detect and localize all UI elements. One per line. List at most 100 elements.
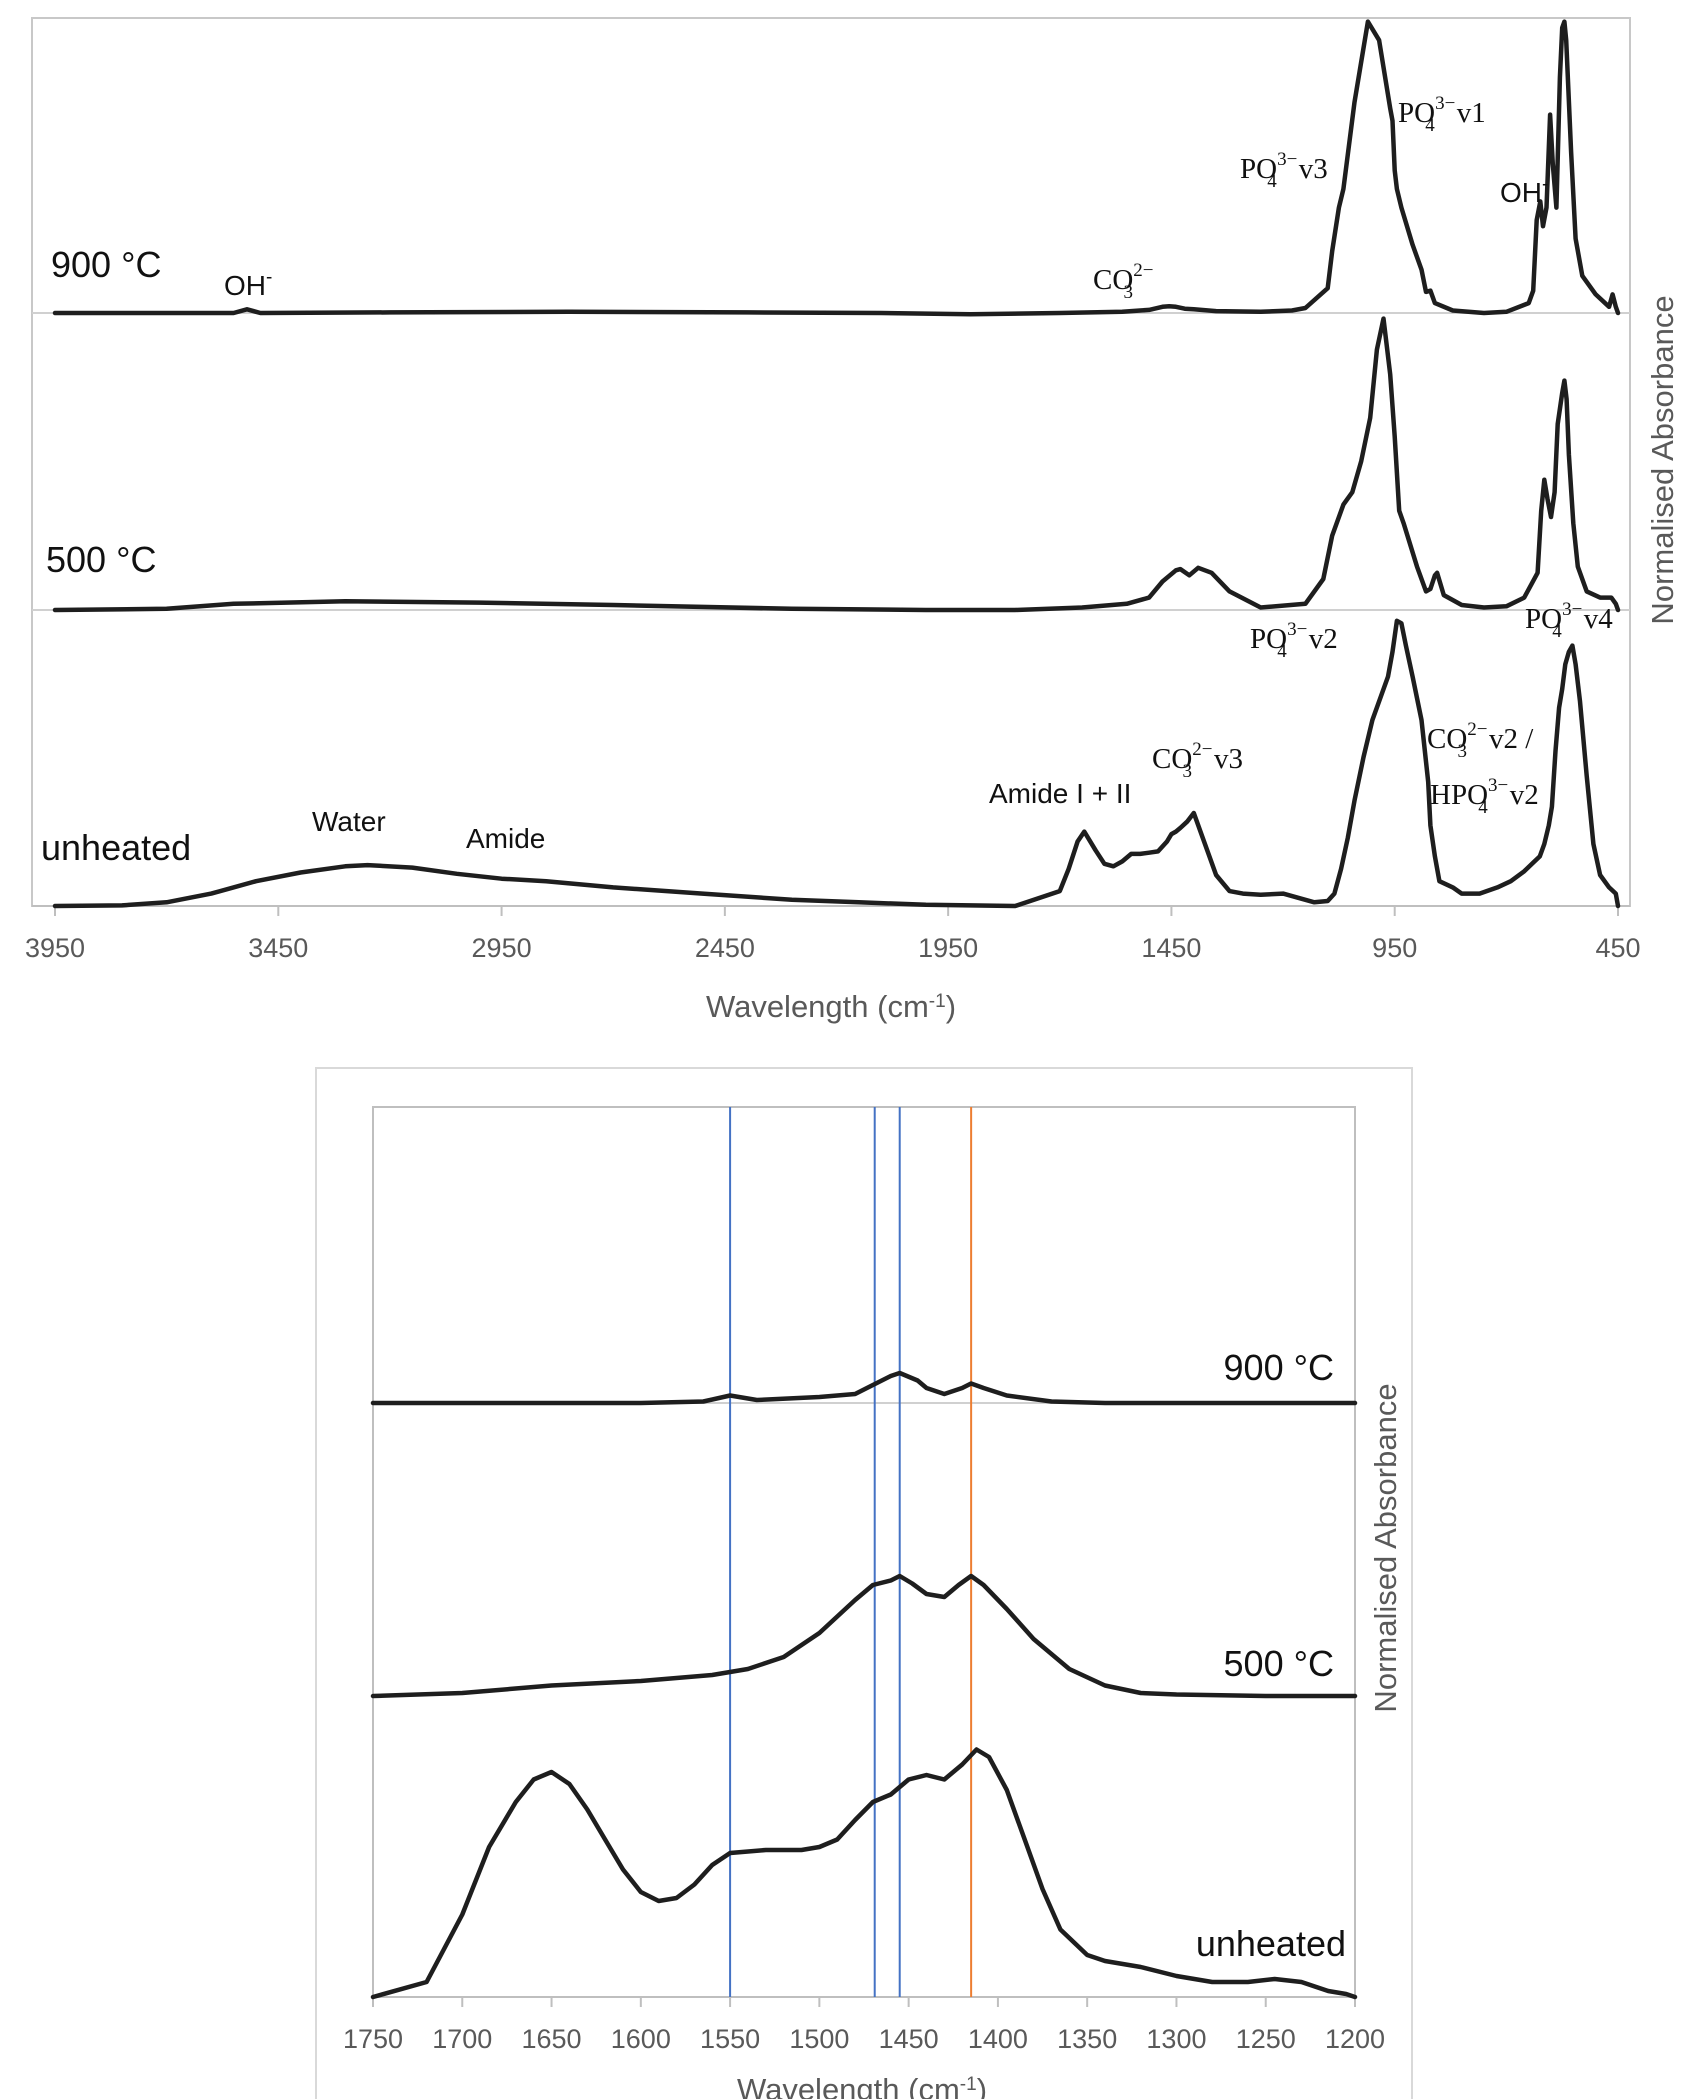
ann-po4-v4-base: PO xyxy=(1525,603,1562,635)
top-x-axis-title-close: ) xyxy=(946,989,956,1024)
ann-po4-v4-sub: 4 xyxy=(1552,621,1562,642)
bottom-chart: 1750 1700 1650 1600 1550 1500 1450 1400 1350 1300… xyxy=(315,1067,1413,2099)
ann-oh-top-left-base: OH xyxy=(224,270,266,301)
bottom-reference-lines xyxy=(729,1107,973,1997)
top-y-axis-title: Normalised Absorbance xyxy=(1645,295,1680,624)
top-trace-900-c xyxy=(52,19,1621,317)
bottom-x-tick-label-1600: 1600 xyxy=(611,2024,671,2054)
bottom-x-tick-label-1700: 1700 xyxy=(432,2024,492,2054)
ann-water: Water xyxy=(312,806,386,837)
bottom-x-tick-label-1200: 1200 xyxy=(1325,2024,1385,2054)
ann-oh-top-left: OH- xyxy=(224,267,272,301)
bottom-x-tick-label-1550: 1550 xyxy=(700,2024,760,2054)
ann-po4-v3-suffix: v3 xyxy=(1299,153,1328,185)
bottom-x-axis-title-main: Wavelength (cm xyxy=(737,2072,960,2099)
bottom-x-tick-label-1650: 1650 xyxy=(522,2024,582,2054)
top-x-ticks xyxy=(54,906,1619,916)
ann-po4-v4: PO3− 4 v4 xyxy=(1525,599,1613,642)
ann-po4-v1-base: PO xyxy=(1398,97,1435,129)
ann-co3-v3-sup: 2− xyxy=(1192,739,1212,760)
ann-hpo4-v2-base: HPO xyxy=(1430,779,1488,811)
bottom-trace-900-c xyxy=(370,1370,1358,1406)
ann-po4-v1: PO3− 4 v1 xyxy=(1398,93,1486,136)
top-x-tick-labels: 3950 3450 2950 2450 1950 1450 950 450 xyxy=(25,933,1641,963)
ann-co3-900-sup: 2− xyxy=(1133,260,1153,281)
bottom-x-tick-label-1400: 1400 xyxy=(968,2024,1028,2054)
ann-po4-v2-suffix: v2 xyxy=(1309,623,1338,655)
ann-hpo4-v2-suffix: v2 xyxy=(1510,779,1539,811)
bottom-series-label-500: 500 °C xyxy=(1224,1643,1334,1684)
bottom-x-axis-title-sup: -1 xyxy=(960,2074,977,2095)
bottom-y-axis-title: Normalised Absorbance xyxy=(1368,1383,1403,1712)
ann-co3-v2-base: CO xyxy=(1427,723,1467,755)
top-traces xyxy=(52,19,1621,909)
bottom-x-tick-label-1500: 1500 xyxy=(789,2024,849,2054)
ann-co3-v3-suffix: v3 xyxy=(1214,743,1243,775)
bottom-x-tick-label-1250: 1250 xyxy=(1236,2024,1296,2054)
top-series-label-unheated: unheated xyxy=(41,827,191,868)
ann-hpo4-v2-sub: 4 xyxy=(1478,797,1488,818)
top-x-tick-label-1450: 1450 xyxy=(1141,933,1201,963)
ann-oh-top-left-sup: - xyxy=(266,267,272,288)
top-x-tick-label-1950: 1950 xyxy=(918,933,978,963)
ann-hpo4-v2: HPO3− 4 v2 xyxy=(1430,775,1539,818)
ann-co3-v2-sup: 2− xyxy=(1467,719,1487,740)
top-x-tick-label-2450: 2450 xyxy=(695,933,755,963)
bottom-series-label-unheated: unheated xyxy=(1196,1923,1346,1964)
ann-co3-v2-sub: 3 xyxy=(1458,741,1468,762)
ann-co3-v2-suffix: v2 / xyxy=(1489,723,1534,755)
top-chart: 3950 3450 2950 2450 1950 1450 950 450 Wavelengt… xyxy=(25,17,1680,1024)
top-series-label-900: 900 °C xyxy=(51,244,161,285)
ann-co3-v3-sub: 3 xyxy=(1183,761,1193,782)
bottom-trace-unheated xyxy=(370,1747,1358,2000)
ann-co3-900-sub: 3 xyxy=(1124,282,1134,303)
ann-po4-v3: PO3− 4 v3 xyxy=(1240,149,1328,192)
ann-po4-v4-sup: 3− xyxy=(1562,599,1582,620)
top-x-tick-label-3950: 3950 xyxy=(25,933,85,963)
bottom-x-tick-label-1750: 1750 xyxy=(343,2024,403,2054)
bottom-chart-border xyxy=(315,1067,1413,2099)
top-series-label-500: 500 °C xyxy=(46,539,156,580)
top-x-tick-label-950: 950 xyxy=(1372,933,1417,963)
bottom-x-tick-label-1350: 1350 xyxy=(1057,2024,1117,2054)
ann-po4-v1-sub: 4 xyxy=(1425,115,1435,136)
top-x-axis-title-main: Wavelength (cm xyxy=(706,989,929,1024)
top-x-axis-title: Wavelength (cm-1) xyxy=(706,989,956,1024)
ann-po4-v4-suffix: v4 xyxy=(1584,603,1614,635)
ann-co3-v3-base: CO xyxy=(1152,743,1192,775)
bottom-plot-area-border xyxy=(372,1106,1356,1998)
ann-oh-right: OH- xyxy=(1500,174,1548,208)
ann-oh-right-sup: - xyxy=(1542,174,1548,195)
top-x-tick-label-450: 450 xyxy=(1595,933,1640,963)
top-trace-unheated xyxy=(52,618,1621,909)
ann-amide-i-ii: Amide I + II xyxy=(989,778,1131,809)
top-x-tick-label-3450: 3450 xyxy=(248,933,308,963)
ann-co3-v3: CO2− 3 v3 xyxy=(1152,739,1243,782)
ann-po4-v1-sup: 3− xyxy=(1435,93,1455,114)
bottom-x-axis-title-close: ) xyxy=(977,2072,987,2099)
ann-po4-v3-sub: 4 xyxy=(1267,171,1277,192)
top-trace-500-c xyxy=(52,316,1621,613)
bottom-x-tick-labels: 1750 1700 1650 1600 1550 1500 1450 1400 1350 1300… xyxy=(343,2024,1385,2054)
ann-po4-v2-sub: 4 xyxy=(1277,641,1287,662)
ann-co3-900: CO2− 3 xyxy=(1093,260,1154,303)
bottom-x-axis-title: Wavelength (cm-1) xyxy=(737,2072,987,2099)
ann-po4-v2-sup: 3− xyxy=(1287,619,1307,640)
ann-co3-900-base: CO xyxy=(1093,264,1133,296)
bottom-traces xyxy=(370,1370,1358,2000)
bottom-x-tick-label-1450: 1450 xyxy=(879,2024,939,2054)
bottom-trace-500-c xyxy=(370,1573,1358,1699)
ann-po4-v3-sup: 3− xyxy=(1277,149,1297,170)
ann-oh-right-base: OH xyxy=(1500,177,1542,208)
bottom-series-label-900: 900 °C xyxy=(1224,1347,1334,1388)
ann-co3-v2: CO2− 3 v2 / xyxy=(1427,719,1534,762)
top-x-tick-label-2950: 2950 xyxy=(472,933,532,963)
ann-po4-v2: PO3− 4 v2 xyxy=(1250,619,1338,662)
bottom-x-tick-label-1300: 1300 xyxy=(1146,2024,1206,2054)
ann-po4-v1-suffix: v1 xyxy=(1457,97,1486,129)
ann-po4-v3-base: PO xyxy=(1240,153,1277,185)
top-x-axis-title-sup: -1 xyxy=(929,991,946,1012)
ann-amide: Amide xyxy=(466,823,545,854)
ann-hpo4-v2-sup: 3− xyxy=(1488,775,1508,796)
